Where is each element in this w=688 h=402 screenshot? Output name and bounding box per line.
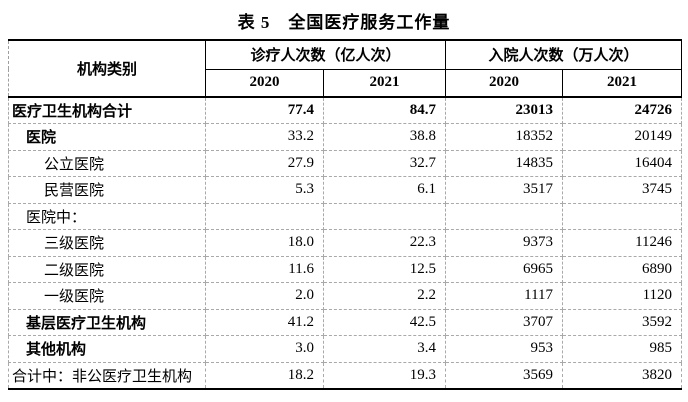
cell-value: 18.0 bbox=[205, 229, 324, 257]
cell-value: 5.3 bbox=[205, 176, 324, 204]
cell-value: 14835 bbox=[445, 149, 564, 177]
table-row-tertiary-hospitals: 三级医院 18.0 22.3 9373 11246 bbox=[8, 229, 683, 257]
cell-value: 3517 bbox=[445, 176, 564, 204]
cell-value: 41.2 bbox=[205, 308, 324, 336]
table-row-private-hospitals: 民营医院 5.3 6.1 3517 3745 bbox=[8, 176, 683, 204]
cell-value: 6965 bbox=[445, 255, 564, 283]
table-row-total: 医疗卫生机构合计 77.4 84.7 23013 24726 bbox=[8, 96, 683, 124]
cell-value: 33.2 bbox=[205, 123, 324, 151]
cell-value bbox=[445, 202, 564, 230]
row-label: 三级医院 bbox=[8, 229, 206, 257]
table-row-non-public-institutions: 合计中：非公医疗卫生机构 18.2 19.3 3569 3820 bbox=[8, 361, 683, 390]
cell-value: 38.8 bbox=[322, 123, 447, 151]
cell-value: 19.3 bbox=[322, 361, 447, 390]
row-label: 一级医院 bbox=[8, 282, 206, 310]
cell-value: 2.2 bbox=[322, 282, 447, 310]
row-label: 其他机构 bbox=[8, 335, 206, 363]
cell-value: 22.3 bbox=[322, 229, 447, 257]
table-row-public-hospitals: 公立医院 27.9 32.7 14835 16404 bbox=[8, 149, 683, 177]
table-row-hospitals: 医院 33.2 38.8 18352 20149 bbox=[8, 123, 683, 151]
table-row-among-hospitals: 医院中： bbox=[8, 202, 683, 230]
column-group-outpatient-visits: 诊疗人次数（亿人次） bbox=[204, 39, 447, 70]
cell-value: 3745 bbox=[562, 176, 683, 204]
cell-value bbox=[205, 202, 324, 230]
cell-value: 20149 bbox=[562, 123, 683, 151]
header-year-row: 2020 2021 2020 2021 bbox=[9, 68, 683, 98]
table-body: 医疗卫生机构合计 77.4 84.7 23013 24726 医院 33.2 3… bbox=[8, 96, 683, 390]
row-label: 基层医疗卫生机构 bbox=[8, 308, 206, 336]
cell-value: 3.0 bbox=[205, 335, 324, 363]
cell-value: 84.7 bbox=[322, 96, 447, 124]
cell-value: 953 bbox=[445, 335, 564, 363]
row-label: 医院中： bbox=[8, 202, 206, 230]
cell-value: 16404 bbox=[562, 149, 683, 177]
cell-value bbox=[322, 202, 447, 230]
cell-value: 27.9 bbox=[205, 149, 324, 177]
header-group-row: 机构类别 诊疗人次数（亿人次） 入院人次数（万人次） bbox=[8, 39, 683, 98]
table-row-other-institutions: 其他机构 3.0 3.4 953 985 bbox=[8, 335, 683, 363]
cell-value: 3569 bbox=[445, 361, 564, 390]
cell-value: 18352 bbox=[445, 123, 564, 151]
row-label: 民营医院 bbox=[8, 176, 206, 204]
column-header-admission-2021: 2021 bbox=[562, 68, 683, 98]
column-header-admission-2020: 2020 bbox=[445, 68, 564, 98]
cell-value: 24726 bbox=[562, 96, 683, 124]
cell-value: 1120 bbox=[562, 282, 683, 310]
cell-value: 32.7 bbox=[322, 149, 447, 177]
row-label: 医院 bbox=[8, 123, 206, 151]
row-label: 医疗卫生机构合计 bbox=[8, 96, 206, 124]
column-header-outpatient-2021: 2021 bbox=[322, 68, 447, 98]
cell-value: 3820 bbox=[562, 361, 683, 390]
cell-value: 9373 bbox=[445, 229, 564, 257]
column-group-hospital-admissions: 入院人次数（万人次） bbox=[445, 39, 683, 70]
cell-value: 3592 bbox=[562, 308, 683, 336]
cell-value: 1117 bbox=[445, 282, 564, 310]
cell-value: 12.5 bbox=[322, 255, 447, 283]
cell-value bbox=[562, 202, 683, 230]
cell-value: 42.5 bbox=[322, 308, 447, 336]
column-header-institution-category: 机构类别 bbox=[8, 39, 206, 98]
column-header-outpatient-2020: 2020 bbox=[205, 68, 324, 98]
row-label: 合计中：非公医疗卫生机构 bbox=[8, 361, 206, 390]
cell-value: 23013 bbox=[445, 96, 564, 124]
cell-value: 11.6 bbox=[205, 255, 324, 283]
cell-value: 11246 bbox=[562, 229, 683, 257]
table-row-secondary-hospitals: 二级医院 11.6 12.5 6965 6890 bbox=[8, 255, 683, 283]
row-label: 公立医院 bbox=[8, 149, 206, 177]
cell-value: 6.1 bbox=[322, 176, 447, 204]
cell-value: 985 bbox=[562, 335, 683, 363]
medical-service-workload-table: 机构类别 诊疗人次数（亿人次） 入院人次数（万人次） 2020 2021 202… bbox=[8, 39, 683, 390]
row-label: 二级医院 bbox=[8, 255, 206, 283]
cell-value: 18.2 bbox=[205, 361, 324, 390]
table-row-grassroots-institutions: 基层医疗卫生机构 41.2 42.5 3707 3592 bbox=[8, 308, 683, 336]
cell-value: 6890 bbox=[562, 255, 683, 283]
cell-value: 3.4 bbox=[322, 335, 447, 363]
page-title: 表 5 全国医疗服务工作量 bbox=[237, 13, 451, 32]
cell-value: 77.4 bbox=[205, 96, 324, 124]
cell-value: 3707 bbox=[445, 308, 564, 336]
table-row-primary-hospitals: 一级医院 2.0 2.2 1117 1120 bbox=[8, 282, 683, 310]
table-header: 机构类别 诊疗人次数（亿人次） 入院人次数（万人次） 2020 2021 202… bbox=[8, 39, 683, 98]
cell-value: 2.0 bbox=[205, 282, 324, 310]
